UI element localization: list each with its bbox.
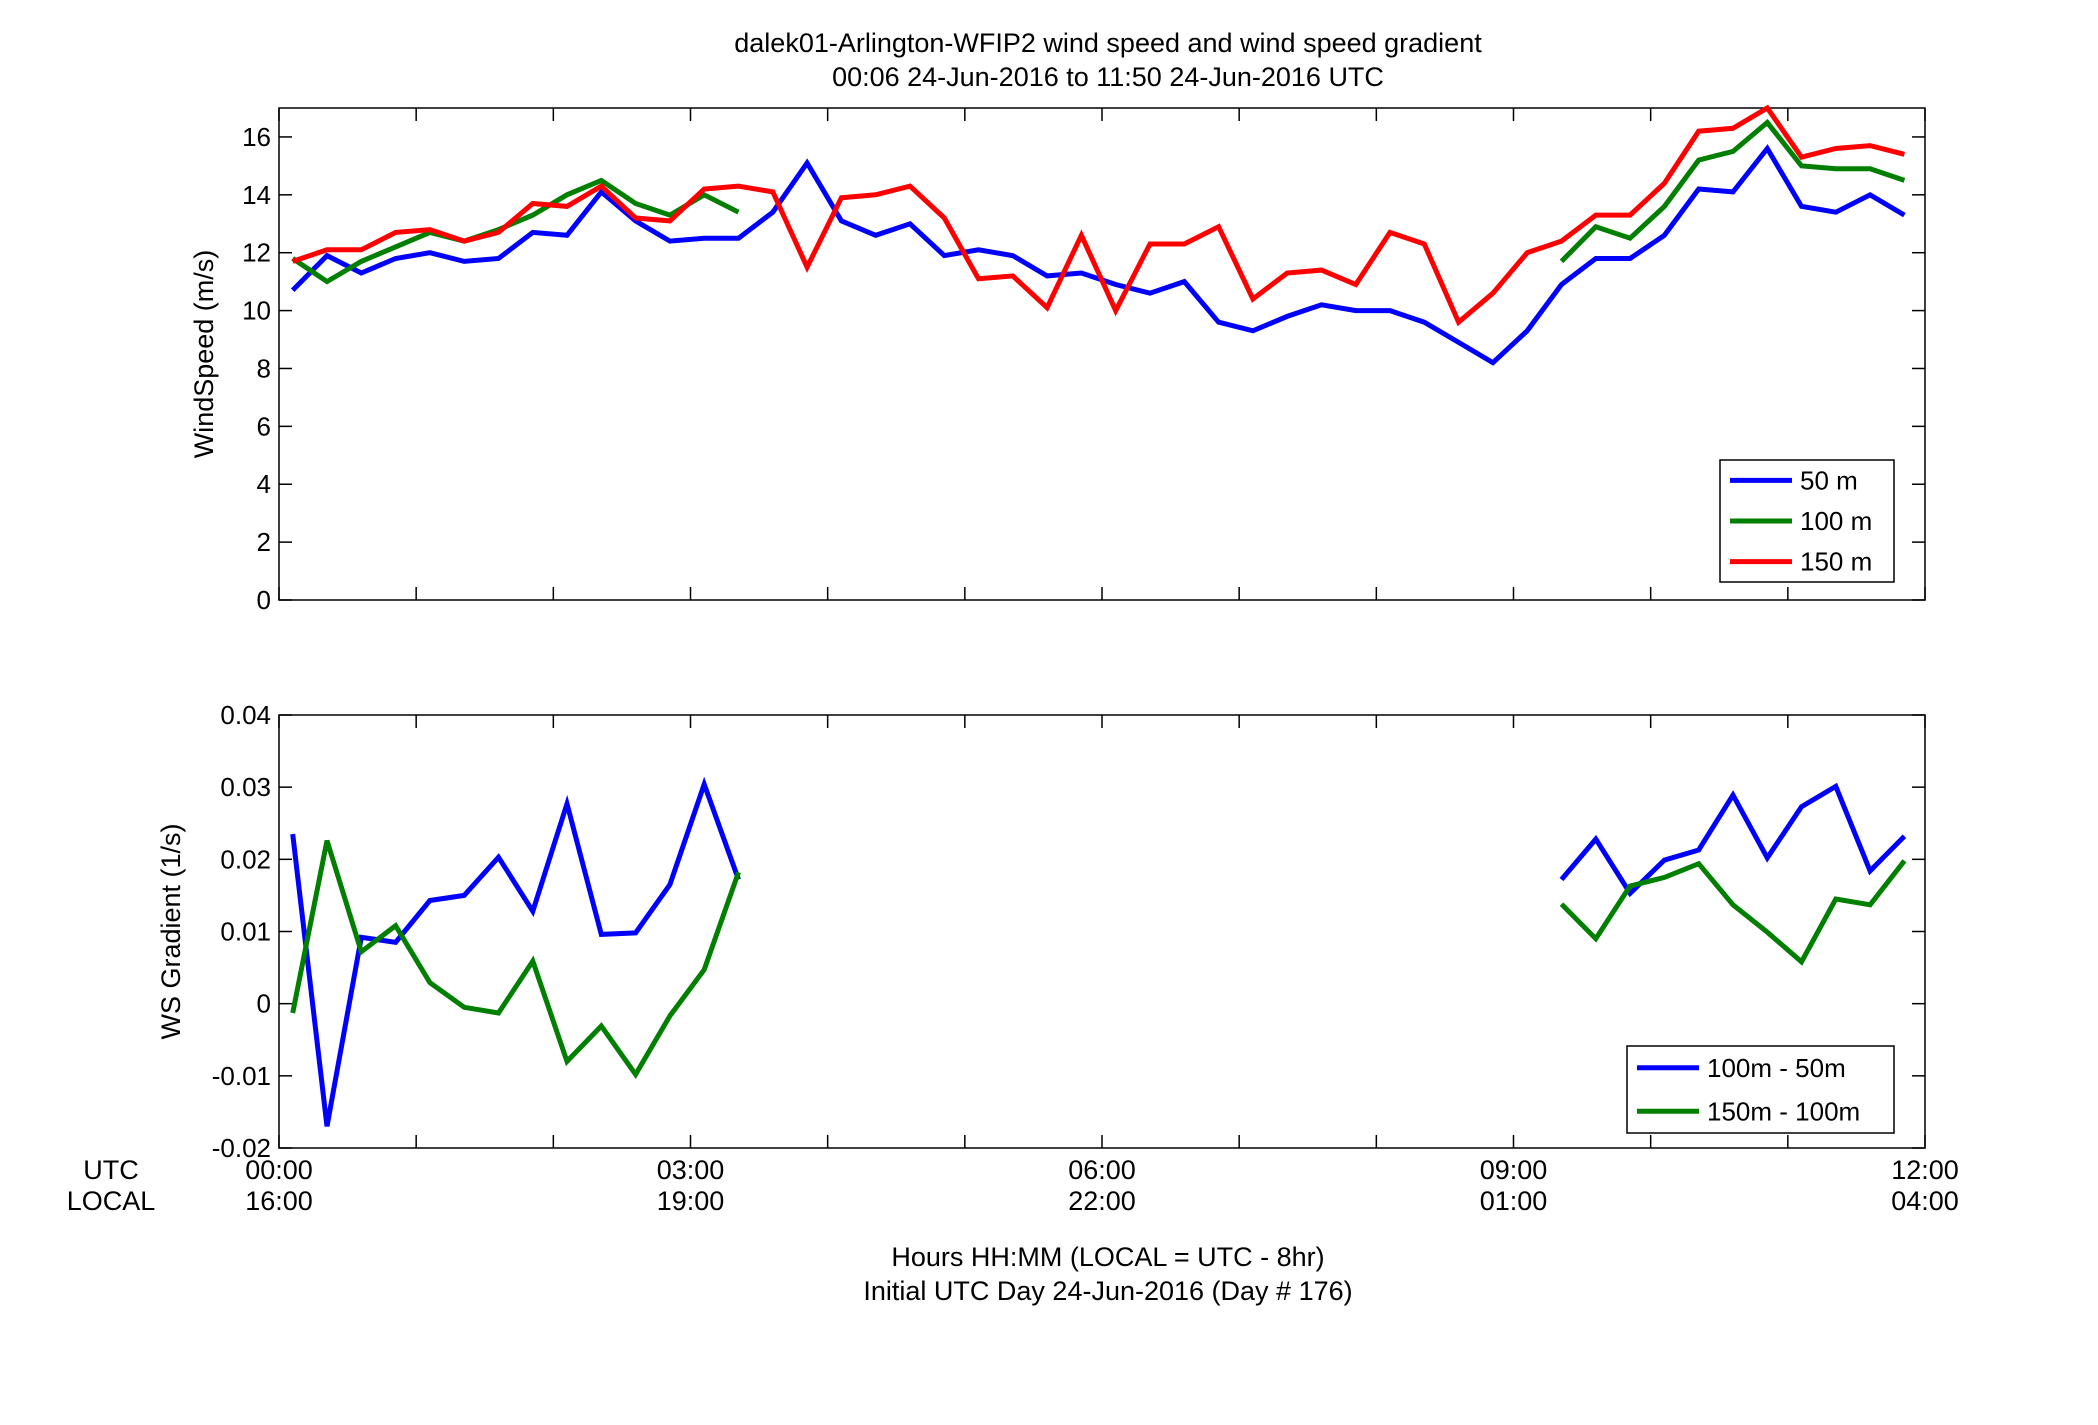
series-line-100m_50m xyxy=(1559,782,1907,898)
legend-entry: 150m - 100m xyxy=(1707,1096,1860,1126)
y-tick-label: 0.01 xyxy=(220,917,271,947)
y-tick-label: 6 xyxy=(257,411,271,441)
axes-box xyxy=(278,107,1926,601)
y-tick-label: 10 xyxy=(242,296,271,326)
y-tick-label: 0 xyxy=(257,989,271,1019)
y-tick-label: 4 xyxy=(257,469,271,499)
utc-tick-label: 09:00 xyxy=(1480,1155,1548,1185)
y-tick-label: 0.02 xyxy=(220,844,271,874)
local-row-label: LOCAL xyxy=(67,1186,156,1216)
y-tick-label: -0.01 xyxy=(212,1061,271,1091)
series-line-100m_50m xyxy=(290,776,741,1127)
y-tick-label: 0.04 xyxy=(220,700,271,730)
utc-tick-label: 06:00 xyxy=(1068,1155,1136,1185)
y-tick-label: 0.03 xyxy=(220,772,271,802)
y-axis-label: WS Gradient (1/s) xyxy=(156,823,186,1039)
y-tick-label: 16 xyxy=(242,122,271,152)
local-tick-label: 04:00 xyxy=(1891,1186,1959,1216)
gradient-panel: -0.02 -0.01 0 0.01 0.02 0.03 0.04 WS Gradient (… xyxy=(156,700,1926,1163)
legend-entry: 100 m xyxy=(1800,506,1872,536)
utc-tick-label: 03:00 xyxy=(657,1155,725,1185)
y-tick-label: 0 xyxy=(257,585,271,615)
series-line-100m xyxy=(291,177,740,285)
chart-title-line2: 00:06 24-Jun-2016 to 11:50 24-Jun-2016 U… xyxy=(832,62,1384,92)
utc-row-label: UTC xyxy=(83,1155,139,1185)
chart-title-line1: dalek01-Arlington-WFIP2 wind speed and w… xyxy=(734,28,1482,58)
windspeed-panel: 0 2 4 6 8 10 12 14 16 WindSpeed (m/s) 50 m 100 m 150… xyxy=(189,104,1926,615)
x-axis-label-line1: Hours HH:MM (LOCAL = UTC - 8hr) xyxy=(891,1242,1324,1272)
legend-entry: 150 m xyxy=(1800,547,1872,577)
local-tick-label: 16:00 xyxy=(245,1186,313,1216)
utc-tick-label: 12:00 xyxy=(1891,1155,1959,1185)
utc-tick-label: 00:00 xyxy=(245,1155,313,1185)
series-line-100m xyxy=(1559,118,1906,264)
y-tick-label: 12 xyxy=(242,238,271,268)
y-tick-label: 8 xyxy=(257,353,271,383)
y-tick-label: 2 xyxy=(257,527,271,557)
series-line-150m_100m xyxy=(1559,859,1907,966)
local-tick-label: 22:00 xyxy=(1068,1186,1136,1216)
x-axis-label-line2: Initial UTC Day 24-Jun-2016 (Day # 176) xyxy=(863,1276,1352,1306)
series-line-50m xyxy=(290,144,1906,366)
series-line-150m_100m xyxy=(290,839,741,1080)
local-tick-label: 19:00 xyxy=(657,1186,725,1216)
legend-entry: 50 m xyxy=(1800,465,1858,495)
series-line-150m xyxy=(291,104,1906,327)
y-tick-label: 14 xyxy=(242,180,271,210)
legend-entry: 100m - 50m xyxy=(1707,1053,1846,1083)
legend-box xyxy=(1626,1045,1895,1134)
local-tick-label: 01:00 xyxy=(1480,1186,1548,1216)
y-tick-label: -0.02 xyxy=(212,1133,271,1163)
y-axis-label: WindSpeed (m/s) xyxy=(189,250,219,459)
